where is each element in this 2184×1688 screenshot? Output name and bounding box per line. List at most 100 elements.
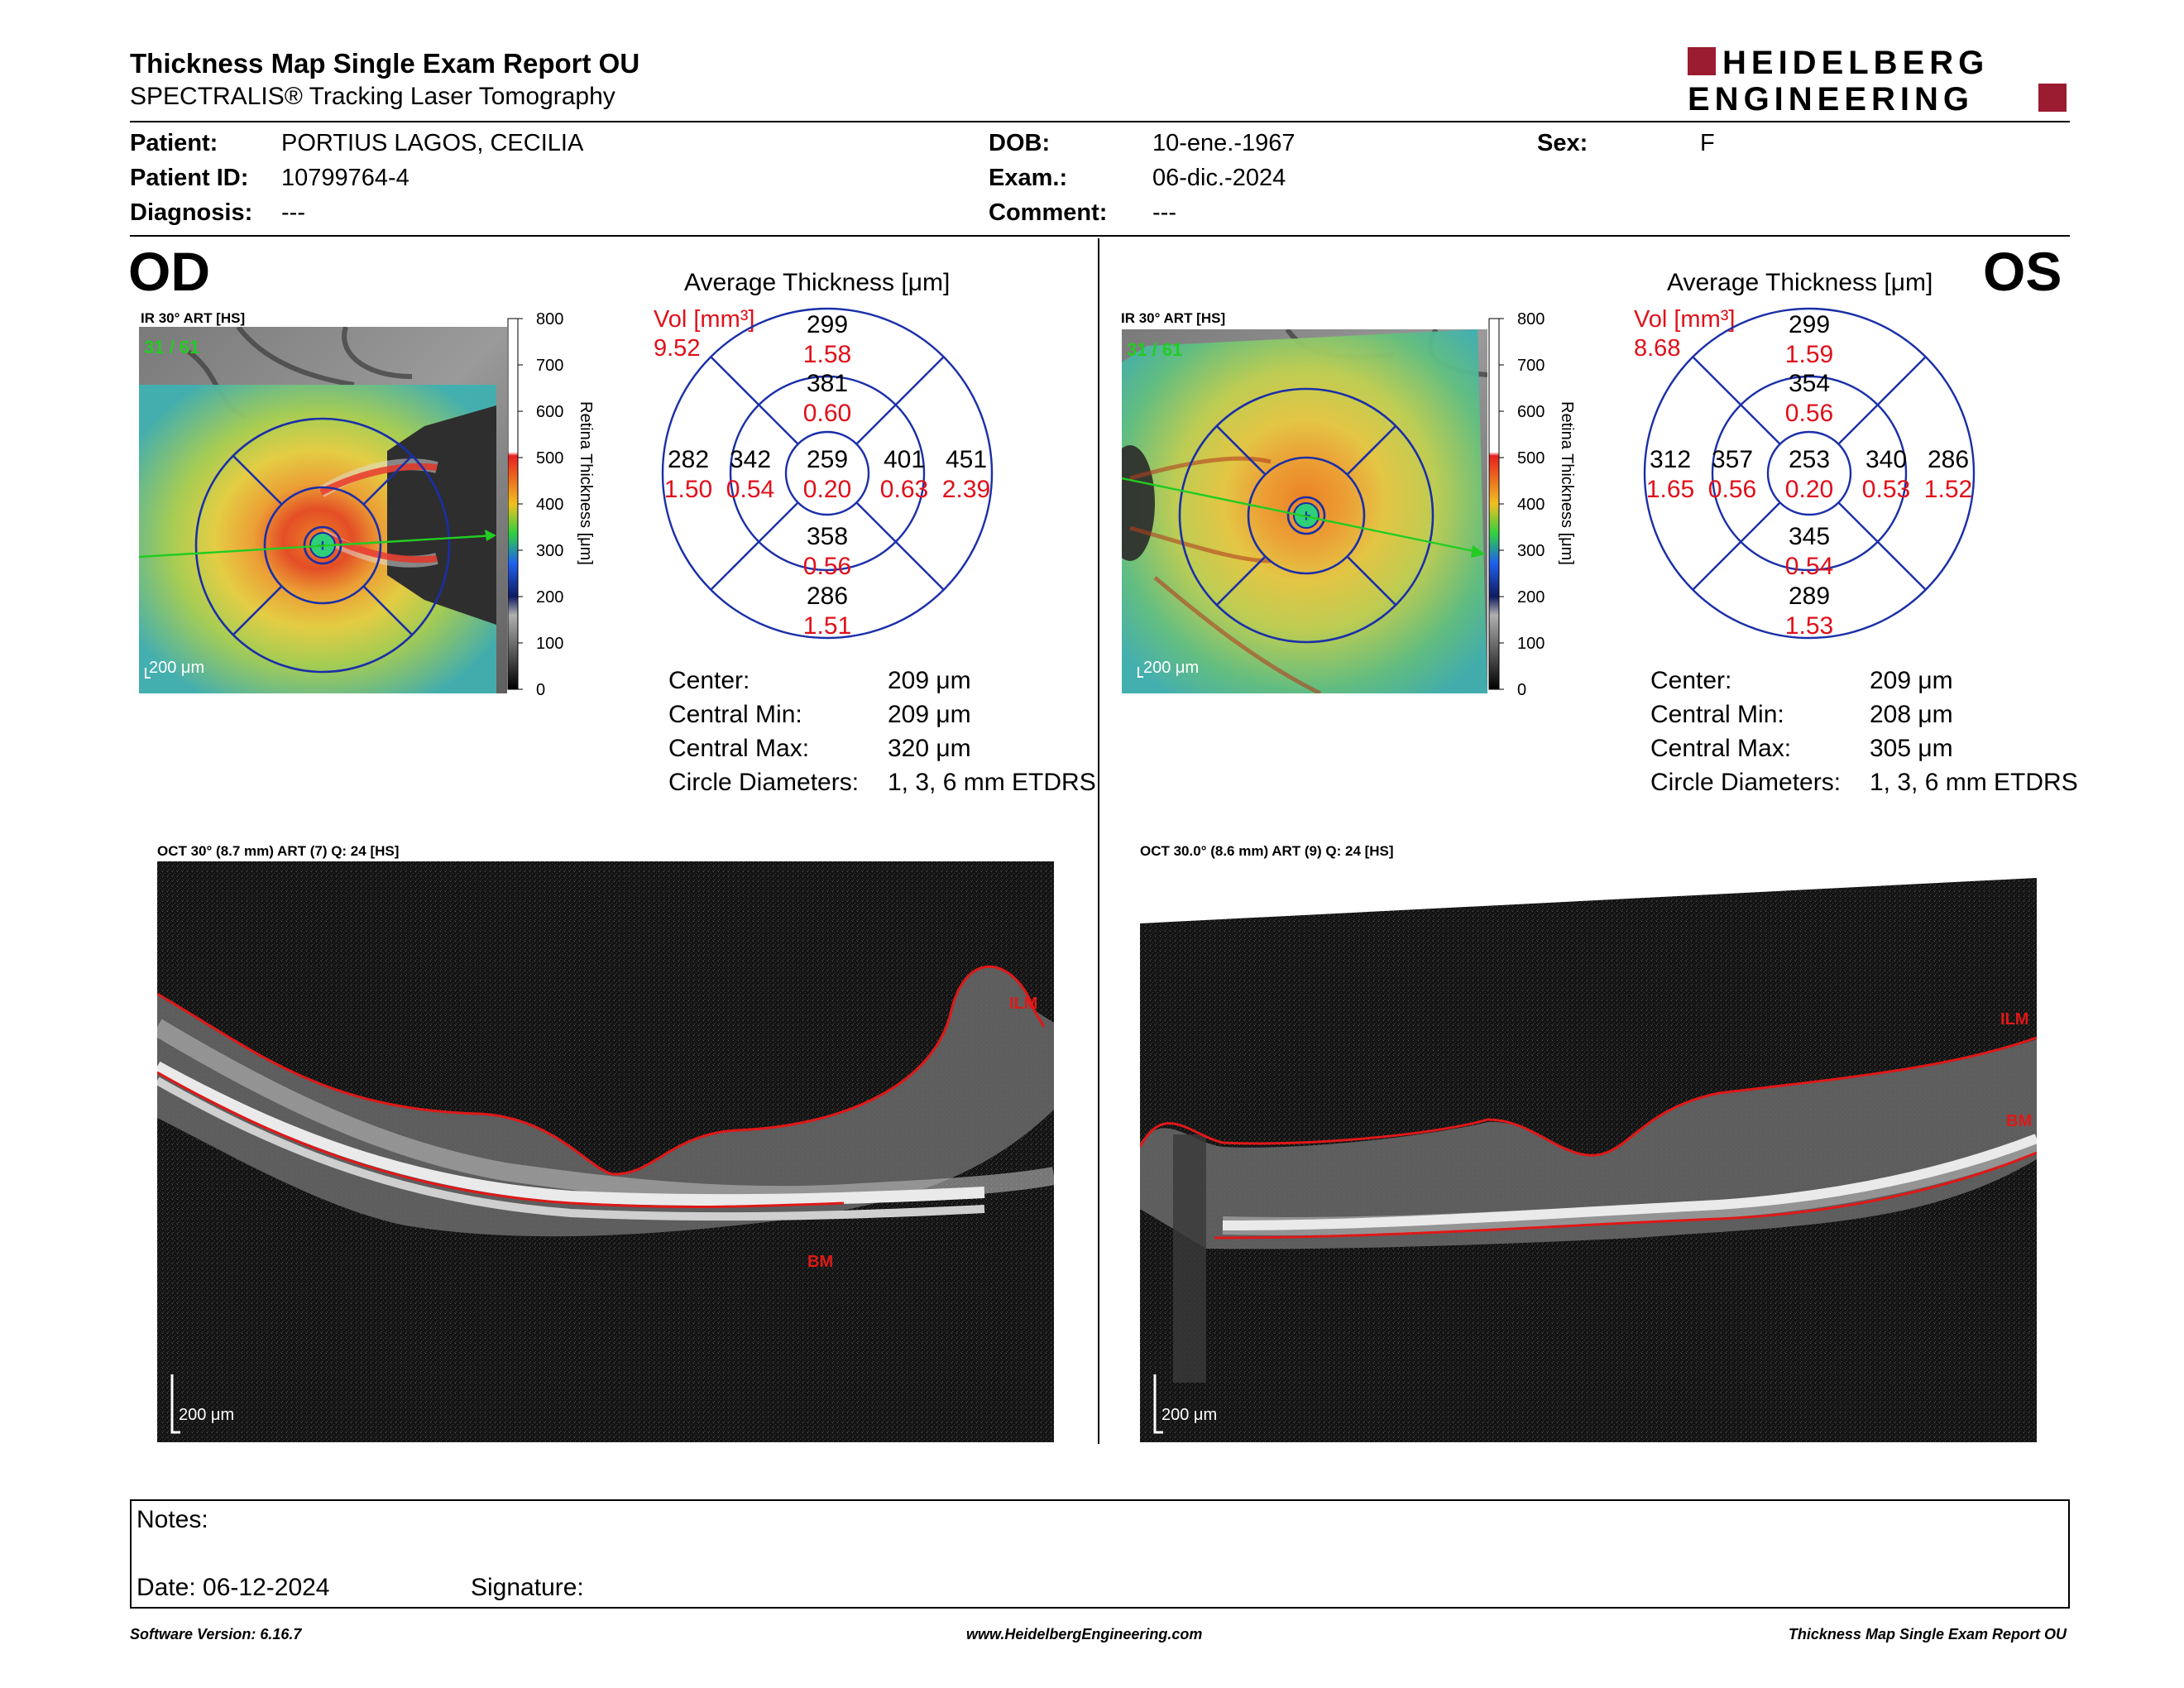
os-colorbar-tick: 100 [1517,635,1545,653]
comment-value: --- [1152,199,1176,226]
os-frame-label: 31 / 61 [1127,339,1182,360]
os-colorbar-label: Retina Thickness [μm] [1558,401,1576,565]
od-sector-thickness-outer-left: 282 [668,446,709,473]
os-colorbar-tick: 800 [1517,310,1545,328]
od-sector-volume-outer-left: 1.50 [664,476,712,503]
od-bm-label: BM [807,1253,833,1271]
od-sector-volume-inner-top: 0.60 [803,400,851,427]
od-vol-label: Vol [mm³] [654,306,755,333]
report-subtitle: SPECTRALIS® Tracking Laser Tomography [130,83,615,110]
od-color-bar: 800 700 600 500 400 300 200 100 0 Retina Thickne… [507,310,595,699]
os-oct-title: OCT 30.0° (8.6 mm) ART (9) Q: 24 [HS] [1140,843,1394,859]
od-avg-title: Average Thickness [μm] [684,269,951,296]
os-stat-value: 305 μm [1870,735,1953,762]
os-sector-thickness-outer-top: 299 [1789,311,1830,338]
os-avg-title: Average Thickness [μm] [1667,269,1933,296]
od-colorbar-tick: 500 [536,449,563,468]
os-sector-thickness-inner-left: 357 [1712,446,1753,473]
od-colorbar-tick: 0 [536,681,545,699]
logo-line1: HEIDELBERG [1722,46,1989,81]
dob-label: DOB: [989,130,1051,156]
od-colorbar-label: Retina Thickness [μm] [577,401,595,565]
logo-line2: ENGINEERING [1688,81,1974,115]
od-stat-value: 1, 3, 6 mm ETDRS [888,769,1096,796]
os-sector-volume-outer-bottom: 1.53 [1785,612,1833,640]
os-sector-thickness-center: 253 [1789,446,1830,473]
od-sector-thickness-inner-bottom: 358 [807,523,848,550]
od-sector-volume-outer-top: 1.58 [803,341,851,368]
od-stat-label: Center: [668,667,750,694]
os-colorbar-tick: 700 [1517,357,1545,375]
os-colorbar-tick: 200 [1517,588,1545,607]
os-sector-thickness-outer-bottom: 289 [1789,583,1830,610]
date-label: Date: 06-12-2024 [136,1574,330,1601]
os-sector-thickness-inner-right: 340 [1866,446,1907,473]
od-sector-thickness-inner-right: 401 [884,446,925,473]
od-frame-label: 31 / 61 [144,337,199,357]
os-sector-thickness-inner-bottom: 345 [1789,523,1830,550]
exam-label: Exam.: [989,165,1068,191]
os-vol-label: Vol [mm³] [1634,306,1736,333]
od-stat-label: Circle Diameters: [668,769,860,796]
eye-label-od: OD [128,241,210,302]
diagnosis-value: --- [281,199,305,226]
os-ilm-label: ILM [2000,1010,2028,1029]
heidelberg-logo: HEIDELBERG ENGINEERING [1688,46,2067,115]
notes-box: Notes: Date: 06-12-2024 Signature: [130,1499,2070,1609]
dob-value: 10-ene.-1967 [1152,130,1296,156]
od-sector-volume-inner-left: 0.54 [726,476,774,503]
od-sector-thickness-center: 259 [807,446,848,473]
od-sector-volume-inner-right: 0.63 [880,476,928,503]
od-stat-value: 320 μm [888,735,971,762]
od-colorbar-tick: 300 [536,542,563,560]
od-sector-thickness-inner-top: 381 [807,370,848,397]
os-sector-volume-outer-top: 1.59 [1785,341,1833,368]
os-vol-value: 8.68 [1634,335,1681,362]
sex-value: F [1700,130,1715,156]
od-colorbar-tick: 400 [536,496,563,514]
comment-label: Comment: [989,199,1108,226]
eye-label-os: OS [1983,241,2062,302]
eye-divider [1098,238,1099,1444]
od-vol-value: 9.52 [654,335,701,362]
os-stat-label: Center: [1650,667,1732,694]
patient-id-label: Patient ID: [130,165,249,191]
footer-software-version: Software Version: 6.16.7 [130,1626,302,1642]
os-colorbar-tick: 400 [1517,496,1545,514]
od-colorbar-tick: 700 [536,357,563,375]
od-stat-value: 209 μm [888,667,971,694]
notes-label: Notes: [136,1506,208,1533]
report-title: Thickness Map Single Exam Report OU [130,48,640,79]
os-colorbar-tick: 300 [1517,542,1545,560]
od-colorbar-tick: 200 [536,588,563,607]
diagnosis-label: Diagnosis: [130,199,253,226]
os-sector-thickness-outer-right: 286 [1928,446,1969,473]
od-stat-label: Central Max: [668,735,810,762]
os-oct-scale: 200 μm [1161,1406,1217,1424]
os-oct-bscan: ILM BM 200 μm [1140,861,2037,1442]
od-oct-title: OCT 30° (8.7 mm) ART (7) Q: 24 [HS] [157,843,400,859]
od-ir-title: IR 30° ART [HS] [141,310,246,326]
patient-name: PORTIUS LAGOS, CECILIA [281,130,584,156]
footer-website[interactable]: www.HeidelbergEngineering.com [966,1626,1203,1642]
os-sector-volume-inner-top: 0.56 [1785,400,1833,427]
od-sector-volume-outer-bottom: 1.51 [803,612,851,640]
od-stat-value: 209 μm [888,701,971,728]
os-sector-volume-outer-left: 1.65 [1646,476,1694,503]
os-sector-volume-inner-bottom: 0.54 [1785,553,1833,580]
os-stat-value: 208 μm [1870,701,1953,728]
od-oct-bscan: ILM BM 200 μm [157,861,1054,1442]
od-oct-scale: 200 μm [179,1406,234,1424]
exam-value: 06-dic.-2024 [1152,165,1286,191]
os-color-bar: 800 700 600 500 400 300 200 100 0 Retina Thickne… [1488,310,1576,699]
os-colorbar-tick: 600 [1517,403,1545,421]
os-stat-label: Central Min: [1650,701,1784,728]
os-sector-thickness-inner-top: 354 [1789,370,1830,397]
od-sector-thickness-outer-top: 299 [807,311,848,338]
os-bm-label: BM [2006,1112,2032,1130]
od-sector-thickness-inner-left: 342 [730,446,771,473]
signature-label: Signature: [471,1574,584,1601]
sex-label: Sex: [1537,130,1588,156]
info-divider [130,235,2070,237]
